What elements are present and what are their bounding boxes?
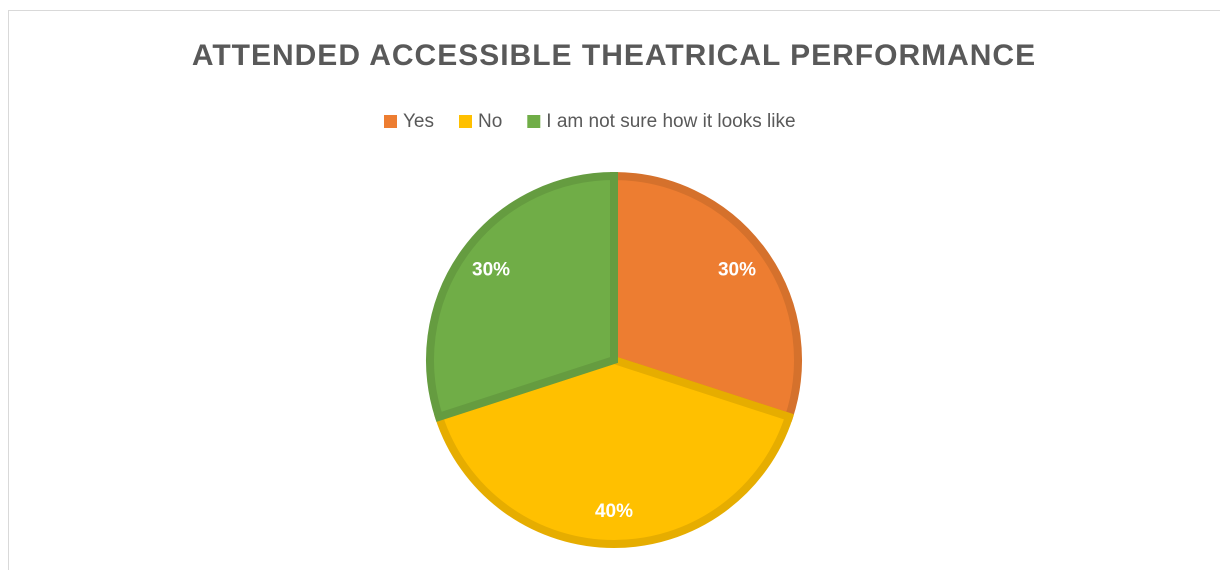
data-label: 30% — [472, 260, 510, 281]
legend-swatch — [459, 115, 472, 128]
pie-slice — [610, 171, 802, 422]
pie-slice — [433, 355, 795, 548]
pie-slice — [426, 171, 618, 422]
data-label: 40% — [595, 501, 633, 522]
data-label: 30% — [718, 260, 756, 281]
legend-label: No — [478, 111, 502, 132]
legend-label: I am not sure how it looks like — [546, 111, 795, 132]
legend-label: Yes — [403, 111, 434, 132]
legend-swatch — [384, 115, 397, 128]
legend-swatch — [527, 115, 541, 128]
chart-title: ATTENDED ACCESSIBLE THEATRICAL PERFORMAN… — [192, 39, 1036, 72]
